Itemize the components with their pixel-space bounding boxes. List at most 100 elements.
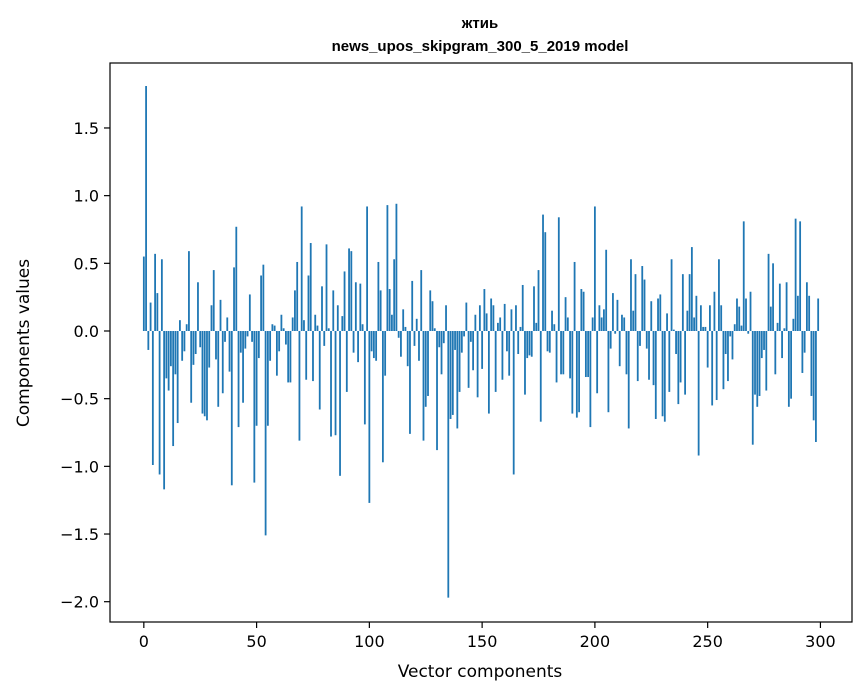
y-tick-label: 0.5 [74,254,99,273]
bar [679,331,682,383]
bar [316,325,319,331]
bar [699,305,702,331]
bar [783,328,786,331]
bar [632,310,635,331]
bar [352,331,355,353]
y-tick-label: 1.0 [74,187,99,206]
bar [183,331,186,352]
bar [339,331,341,476]
bar [722,331,725,390]
bar [433,328,436,331]
bar [515,305,517,331]
bar [289,331,292,383]
plot-frame [109,62,853,623]
bar [454,331,456,350]
bar [497,322,499,331]
bar [519,326,522,331]
bar [702,326,705,331]
bar [296,261,299,331]
bar [506,331,508,352]
bar [345,331,348,392]
bar [533,286,535,331]
bar [431,301,434,331]
bar [188,251,190,331]
bar [503,303,506,331]
bar [350,251,353,331]
bar [400,331,402,357]
bar [427,331,429,396]
bar [557,217,560,331]
bar [778,283,781,331]
bar [280,314,283,331]
bar [616,299,619,331]
bar [794,218,797,331]
x-tick-label: 0 [139,632,149,651]
bar [648,331,650,380]
bar [298,331,301,441]
bar [756,331,759,407]
bar [812,331,815,421]
bar [185,324,188,331]
bar [627,331,630,429]
bar [197,282,199,331]
bar [341,316,344,331]
y-axis-ticks: −2.0 −1.5 −1.0 −0.5 0.0 0.5 1.0 1.5 [60,119,110,612]
bar [275,331,278,376]
bar [731,331,734,360]
bar [282,328,285,331]
bar [736,298,738,331]
bar [429,290,432,331]
bar [273,325,276,331]
bar [774,331,777,375]
bar [463,331,465,337]
bar [817,298,820,331]
bar [465,302,468,331]
bar [510,309,513,331]
bar [476,331,479,398]
bar [397,331,400,338]
bar [474,314,477,331]
bar [391,314,393,331]
bar [763,331,765,350]
bar [666,313,668,331]
bar [169,331,172,367]
bar [158,331,161,475]
bar [740,325,743,331]
bar [693,317,696,331]
bar [742,221,745,331]
bar [388,289,391,331]
bar [154,253,156,331]
bar [612,293,614,331]
bar [718,259,720,331]
y-axis-label: Components values [14,259,34,427]
bar [336,305,339,331]
bar [230,331,233,486]
bar [521,284,524,331]
bar [472,331,474,371]
chart-title: жтиь [461,15,498,32]
bar [738,306,741,331]
bar [285,331,287,345]
bar [420,270,423,331]
bar [307,275,310,331]
bar [772,263,774,331]
bar [517,331,520,355]
bar [156,293,159,331]
chart-subtitle: news_upos_skipgram_300_5_2019 model [332,38,629,55]
x-tick-label: 150 [467,632,498,651]
bar [751,331,754,445]
bar [233,267,235,331]
bar [237,331,240,428]
x-axis-label: Vector components [398,662,563,682]
bar [630,259,632,331]
bar [566,317,569,331]
bar [593,206,596,331]
bar [524,331,526,395]
bar [201,331,204,414]
bar [208,331,211,368]
bar [199,331,202,348]
bar [303,320,305,331]
bar [542,214,544,331]
bar [257,331,260,359]
bar [815,331,817,442]
